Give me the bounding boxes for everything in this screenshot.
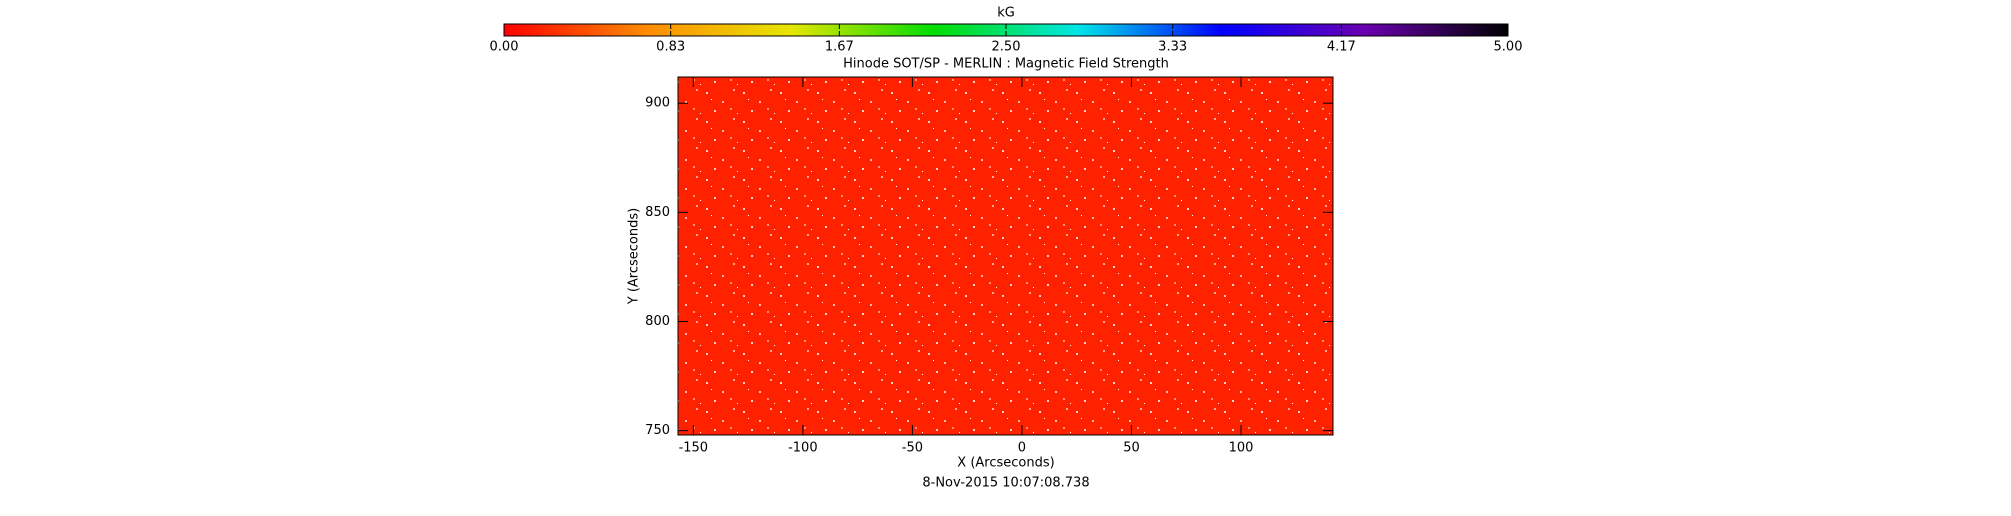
date-label: 8-Nov-2015 10:07:08.738 — [922, 476, 1089, 491]
chart-title: Hinode SOT/SP - MERLIN : Magnetic Field … — [843, 57, 1169, 72]
y-tick-label: 750 — [645, 423, 670, 438]
x-tick-label: -150 — [679, 441, 709, 456]
image-texture — [678, 77, 1333, 435]
colorbar-tick-label: 0.83 — [656, 40, 685, 55]
colorbar-tick-label: 3.33 — [1158, 40, 1187, 55]
x-axis-label: X (Arcseconds) — [957, 456, 1054, 471]
x-tick-label: 100 — [1229, 441, 1254, 456]
y-tick-label: 850 — [645, 205, 670, 220]
colorbar-tick-label: 5.00 — [1494, 40, 1523, 55]
x-tick-label: 50 — [1123, 441, 1140, 456]
colorbar-label: kG — [997, 6, 1015, 21]
plot-frame — [677, 76, 1334, 436]
colorbar-tick-label: 1.67 — [825, 40, 854, 55]
y-tick-label: 900 — [645, 96, 670, 111]
x-tick-label: -100 — [788, 441, 818, 456]
y-axis-label: Y (Arcseconds) — [627, 208, 642, 305]
colorbar-tick-label: 4.17 — [1327, 40, 1356, 55]
y-tick-label: 800 — [645, 314, 670, 329]
x-tick-label: -50 — [902, 441, 923, 456]
x-tick-label: 0 — [1018, 441, 1026, 456]
colorbar-tick-label: 2.50 — [992, 40, 1021, 55]
colorbar-tick-label: 0.00 — [490, 40, 519, 55]
